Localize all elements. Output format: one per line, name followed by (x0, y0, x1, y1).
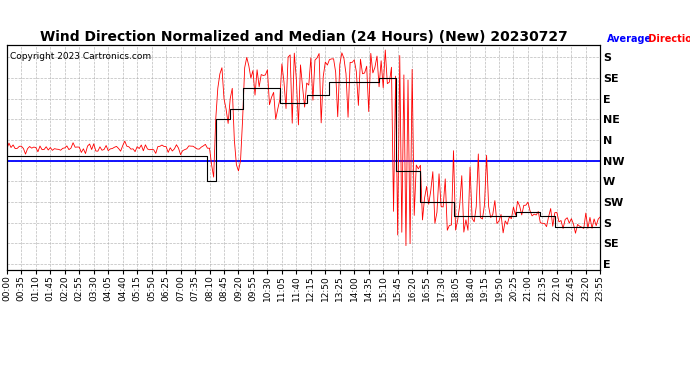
Text: Average: Average (607, 34, 652, 44)
Title: Wind Direction Normalized and Median (24 Hours) (New) 20230727: Wind Direction Normalized and Median (24… (40, 30, 567, 44)
Text: Copyright 2023 Cartronics.com: Copyright 2023 Cartronics.com (10, 52, 151, 61)
Text: Direction: Direction (645, 34, 690, 44)
